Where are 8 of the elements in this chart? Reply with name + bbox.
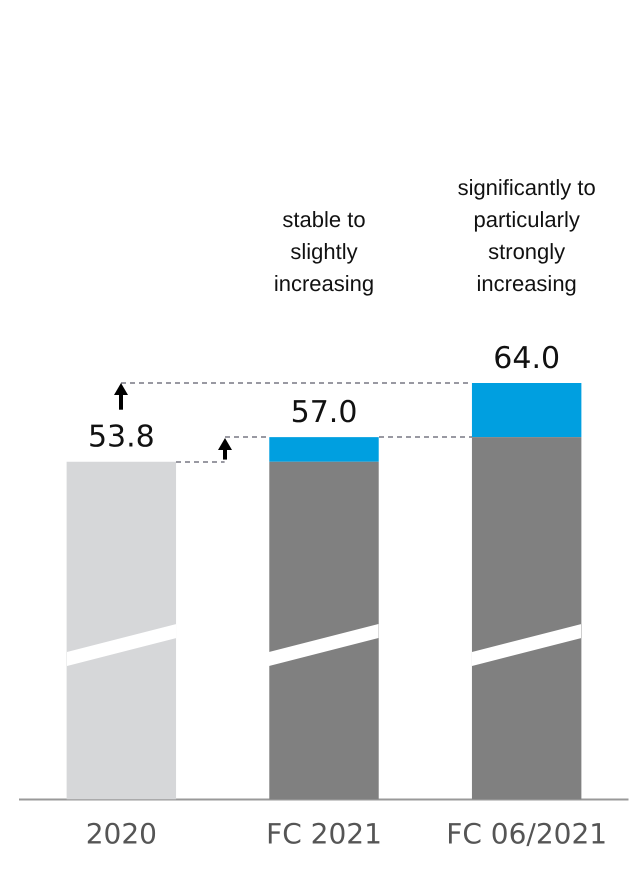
annotation: 53.8 xyxy=(88,419,155,454)
text: stable to slightly increasing xyxy=(272,206,376,298)
x-tick-label: FC 2021 xyxy=(266,817,382,850)
annotation: 64.0 xyxy=(493,340,560,376)
x-tick-label: 2020 xyxy=(86,817,157,850)
annotation: 57.0 xyxy=(290,394,358,430)
x-tick-label: FC 06/2021 xyxy=(446,817,608,850)
text: significantly to particularly strongly increasing xyxy=(456,174,597,298)
